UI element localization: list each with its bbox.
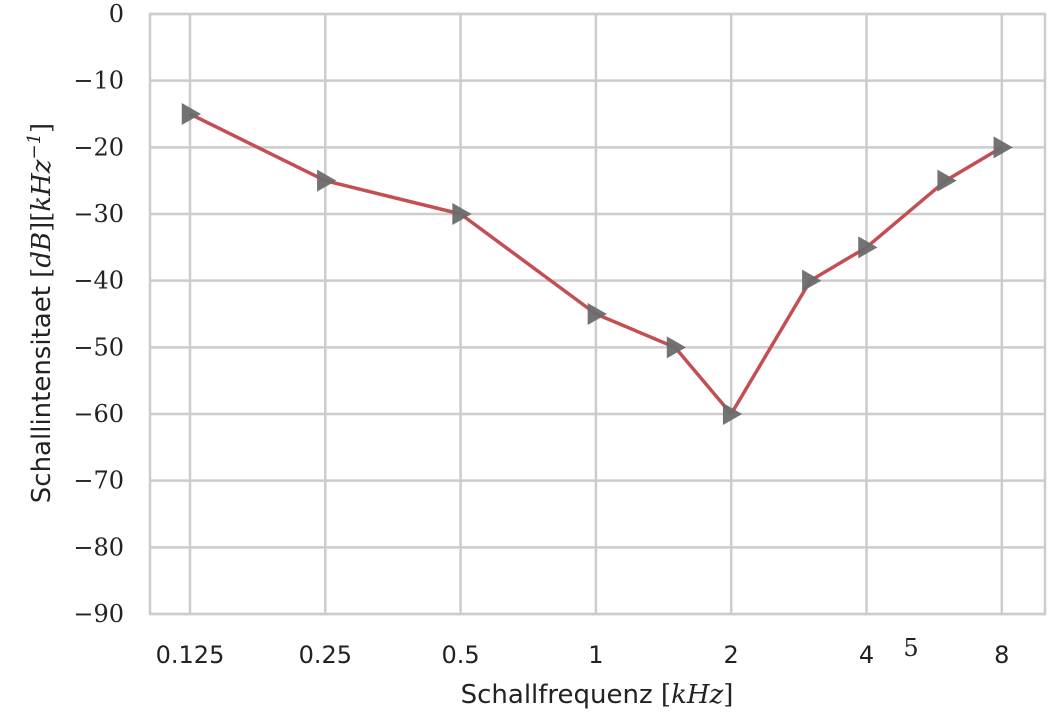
data-point-marker: [666, 336, 687, 359]
y-tick-label: −80: [73, 533, 124, 561]
y-tick-label: −90: [73, 600, 124, 628]
data-point-marker: [993, 136, 1013, 159]
y-tick-label: −50: [73, 333, 124, 361]
data-point-marker: [858, 236, 878, 259]
y-tick-label: −70: [73, 467, 124, 495]
x-tick-label: 4: [859, 641, 874, 669]
data-point-marker: [802, 269, 822, 292]
data-point-marker: [317, 169, 337, 192]
data-point-marker: [587, 303, 607, 325]
x-axis-title-word: Schallfrequenz: [461, 680, 661, 710]
x-grid-lines: [188, 14, 1004, 614]
data-point-marker: [181, 103, 201, 125]
y-tick-labels: 0 −10 −20 −30 −40 −50 −60 −70 −80 −90: [73, 0, 124, 628]
x-axis-title: Schallfrequenz [kHz]: [461, 680, 734, 710]
y-tick-label: −40: [73, 267, 124, 295]
data-point-marker: [937, 169, 957, 192]
y-tick-label: −60: [73, 400, 124, 428]
x-tick-label: 0.5: [442, 641, 480, 669]
x-tick-label: 8: [994, 641, 1009, 669]
y-axis-title: Schallintensitaet [dB][kHz−1]: [24, 123, 58, 503]
x-tick-label: 0.25: [299, 641, 352, 669]
x-tick-label: 1: [588, 641, 603, 669]
extra-x-label: 5: [903, 634, 918, 662]
plot-frame: [148, 12, 1047, 616]
data-point-marker: [722, 403, 743, 425]
y-tick-label: −20: [73, 133, 124, 161]
series-group: [181, 103, 1013, 425]
x-tick-label: 0.125: [156, 641, 225, 669]
y-tick-label: 0: [109, 0, 124, 28]
x-tick-labels: 0.125 0.25 0.5 1 2 4 8: [156, 641, 1010, 669]
data-point-marker: [452, 203, 472, 225]
y-tick-label: −30: [73, 200, 124, 228]
y-tick-label: −10: [73, 67, 124, 95]
series-line: [189, 112, 1003, 416]
x-tick-label: 2: [724, 641, 739, 669]
